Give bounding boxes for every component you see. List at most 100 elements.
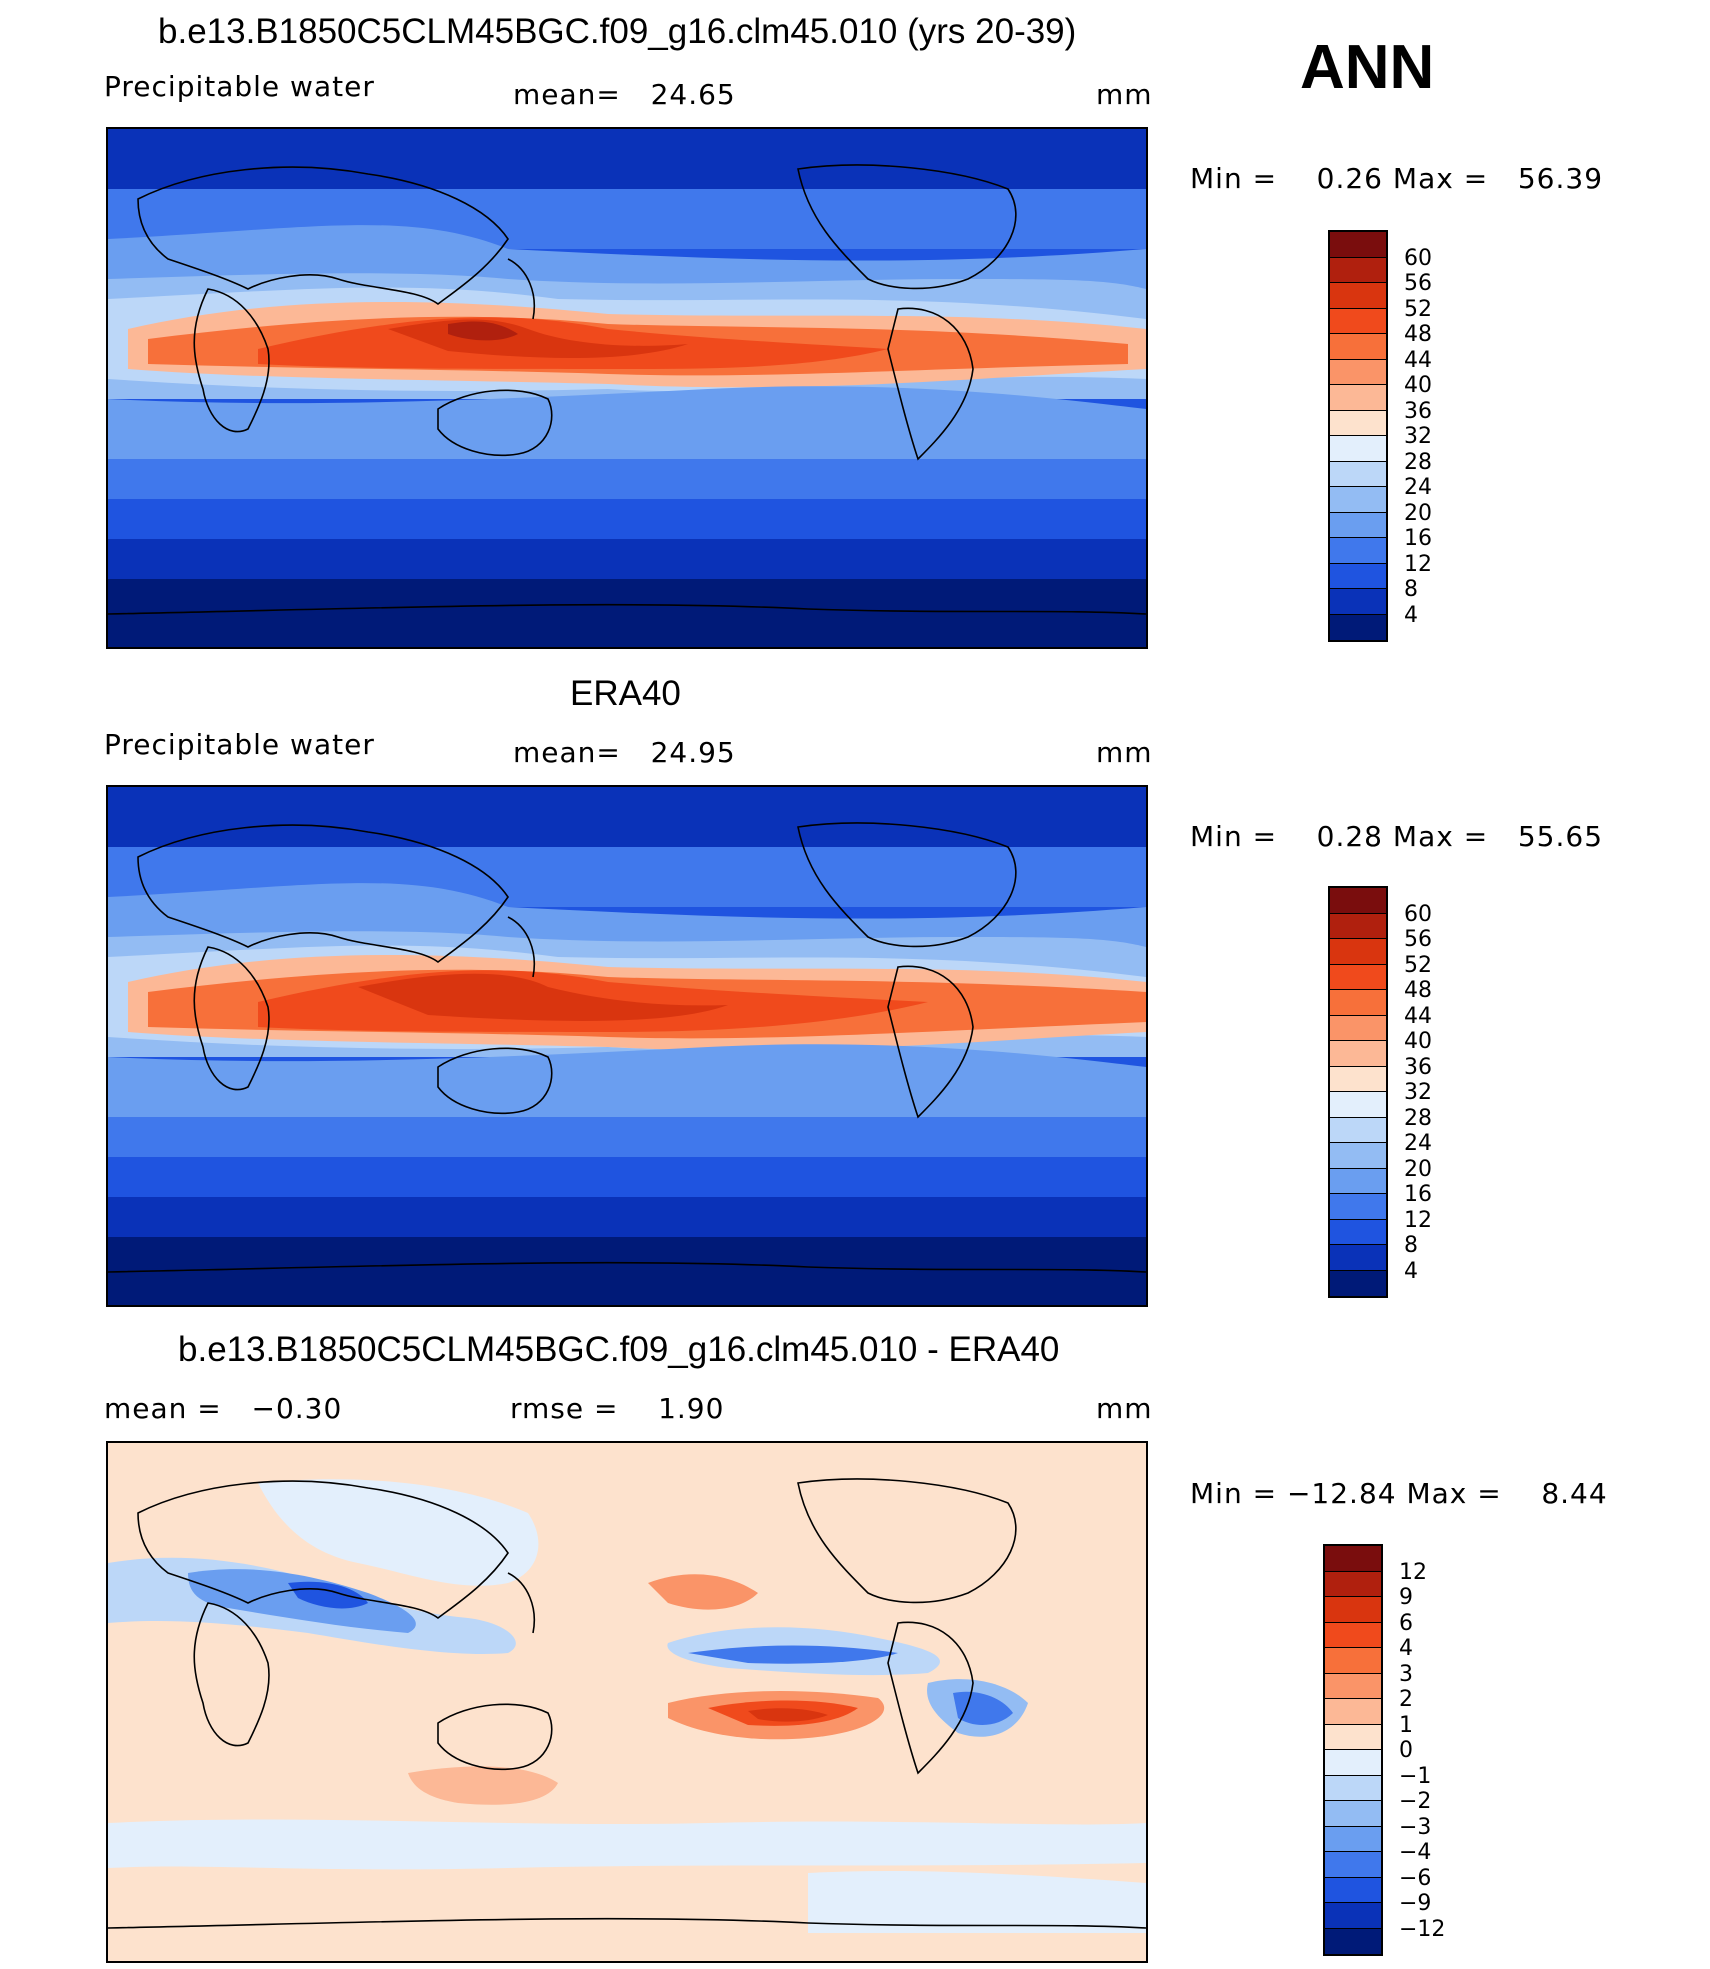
panel-3-units: mm xyxy=(1096,1392,1153,1425)
colorbar-tick-label: −2 xyxy=(1399,1789,1432,1814)
colorbar-swatch xyxy=(1330,614,1386,640)
colorbar-tick-label: 44 xyxy=(1404,347,1432,373)
panel-2-variable: Precipitable water xyxy=(104,728,375,761)
panel-1-minmax: Min = 0.26 Max = 56.39 xyxy=(1190,162,1604,195)
colorbar-tick-label: 4 xyxy=(1404,602,1418,628)
colorbar-swatch xyxy=(1330,538,1386,564)
colorbar-tick-label: 56 xyxy=(1404,271,1432,296)
colorbar-swatch xyxy=(1330,913,1386,939)
colorbar-swatch xyxy=(1330,990,1386,1016)
colorbar-swatch xyxy=(1330,1270,1386,1296)
colorbar-tick-label: 52 xyxy=(1404,296,1432,322)
panel-2-minmax: Min = 0.28 Max = 55.65 xyxy=(1190,820,1604,853)
panel-1-mean: mean= 24.65 xyxy=(513,78,736,111)
colorbar-tick-label: 36 xyxy=(1404,1054,1432,1080)
colorbar-swatch xyxy=(1325,1546,1381,1572)
panel-1-units: mm xyxy=(1096,78,1153,111)
colorbar-tick-label: −1 xyxy=(1399,1763,1432,1789)
colorbar-swatch xyxy=(1330,1117,1386,1143)
colorbar-tick-label: 3 xyxy=(1399,1661,1413,1687)
colorbar-tick-label: −9 xyxy=(1399,1891,1432,1916)
colorbar-tick-label: 8 xyxy=(1404,1233,1418,1258)
colorbar-swatch xyxy=(1330,589,1386,615)
colorbar-tick-label: 24 xyxy=(1404,1131,1432,1156)
colorbar-tick-label: 28 xyxy=(1404,449,1432,475)
colorbar-swatch xyxy=(1330,436,1386,462)
panel-1-title: b.e13.B1850C5CLM45BGC.f09_g16.clm45.010 … xyxy=(158,12,1077,51)
panel-1-variable: Precipitable water xyxy=(104,70,375,103)
colorbar-swatch xyxy=(1330,385,1386,411)
colorbar-swatch xyxy=(1330,964,1386,990)
colorbar-swatch xyxy=(1325,1622,1381,1648)
colorbar-swatch xyxy=(1330,257,1386,283)
colorbar-tick-label: 60 xyxy=(1404,245,1432,271)
colorbar-swatch xyxy=(1330,1041,1386,1067)
colorbar-tick-label: 24 xyxy=(1404,475,1432,500)
colorbar-swatch xyxy=(1325,1597,1381,1623)
colorbar-swatch xyxy=(1330,512,1386,538)
colorbar-swatch xyxy=(1325,1877,1381,1903)
panel-2-units: mm xyxy=(1096,736,1153,769)
colorbar-tick-label: 4 xyxy=(1404,1258,1418,1284)
colorbar-tick-label: −4 xyxy=(1399,1840,1432,1865)
colorbar-tick-label: −3 xyxy=(1399,1814,1432,1840)
colorbar-tick-label: 9 xyxy=(1399,1585,1413,1610)
colorbar-tick-label: 60 xyxy=(1404,901,1432,927)
colorbar-swatch xyxy=(1330,1066,1386,1092)
colorbar-swatch xyxy=(1325,1724,1381,1750)
colorbar-swatch xyxy=(1330,888,1386,914)
colorbar-swatch xyxy=(1325,1826,1381,1852)
panel-2-map xyxy=(106,785,1148,1307)
colorbar-tick-label: 40 xyxy=(1404,1029,1432,1054)
colorbar-tick-label: 12 xyxy=(1399,1559,1427,1585)
colorbar-tick-label: 20 xyxy=(1404,1156,1432,1182)
colorbar-swatch xyxy=(1325,1928,1381,1954)
colorbar-tick-label: 52 xyxy=(1404,952,1432,978)
colorbar-swatch xyxy=(1330,1168,1386,1194)
colorbar-swatch xyxy=(1330,232,1386,258)
panel-3-title: b.e13.B1850C5CLM45BGC.f09_g16.clm45.010 … xyxy=(178,1330,1060,1369)
panel-2-mean: mean= 24.95 xyxy=(513,736,736,769)
colorbar-tick-label: 6 xyxy=(1399,1610,1413,1636)
colorbar-swatch xyxy=(1330,410,1386,436)
colorbar-tick-label: 12 xyxy=(1404,1207,1432,1233)
colorbar-tick-label: 16 xyxy=(1404,1182,1432,1207)
panel-2-colorbar xyxy=(1328,886,1388,1298)
colorbar-tick-label: 32 xyxy=(1404,1080,1432,1105)
colorbar-tick-label: 8 xyxy=(1404,577,1418,602)
colorbar-swatch xyxy=(1330,461,1386,487)
colorbar-tick-label: 36 xyxy=(1404,398,1432,424)
panel-3-map xyxy=(106,1441,1148,1963)
colorbar-tick-label: 48 xyxy=(1404,978,1432,1003)
season-label: ANN xyxy=(1300,33,1435,102)
panel-3-colorbar xyxy=(1323,1544,1383,1956)
colorbar-swatch xyxy=(1330,1219,1386,1245)
panel-1-map xyxy=(106,127,1148,649)
panel-2-map-field xyxy=(108,787,1146,1305)
colorbar-swatch xyxy=(1325,1699,1381,1725)
panel-3-minmax: Min = −12.84 Max = 8.44 xyxy=(1190,1477,1608,1510)
colorbar-swatch xyxy=(1330,939,1386,965)
colorbar-tick-label: 2 xyxy=(1399,1687,1413,1712)
panel-3-mean: mean = −0.30 xyxy=(104,1392,343,1425)
colorbar-swatch xyxy=(1330,308,1386,334)
colorbar-swatch xyxy=(1330,563,1386,589)
colorbar-swatch xyxy=(1325,1801,1381,1827)
panel-1-colorbar xyxy=(1328,230,1388,642)
colorbar-swatch xyxy=(1325,1648,1381,1674)
panel-3-map-field xyxy=(108,1443,1146,1961)
colorbar-swatch xyxy=(1330,1015,1386,1041)
colorbar-swatch xyxy=(1325,1775,1381,1801)
colorbar-tick-label: 20 xyxy=(1404,500,1432,526)
colorbar-swatch xyxy=(1330,1194,1386,1220)
panel-3-rmse: rmse = 1.90 xyxy=(510,1392,725,1425)
colorbar-tick-label: 48 xyxy=(1404,322,1432,347)
colorbar-swatch xyxy=(1325,1750,1381,1776)
colorbar-tick-label: 4 xyxy=(1399,1636,1413,1661)
colorbar-tick-label: 16 xyxy=(1404,526,1432,551)
colorbar-swatch xyxy=(1325,1571,1381,1597)
panel-1-map-field xyxy=(108,129,1146,647)
colorbar-tick-label: 40 xyxy=(1404,373,1432,398)
colorbar-swatch xyxy=(1325,1852,1381,1878)
colorbar-swatch xyxy=(1330,487,1386,513)
